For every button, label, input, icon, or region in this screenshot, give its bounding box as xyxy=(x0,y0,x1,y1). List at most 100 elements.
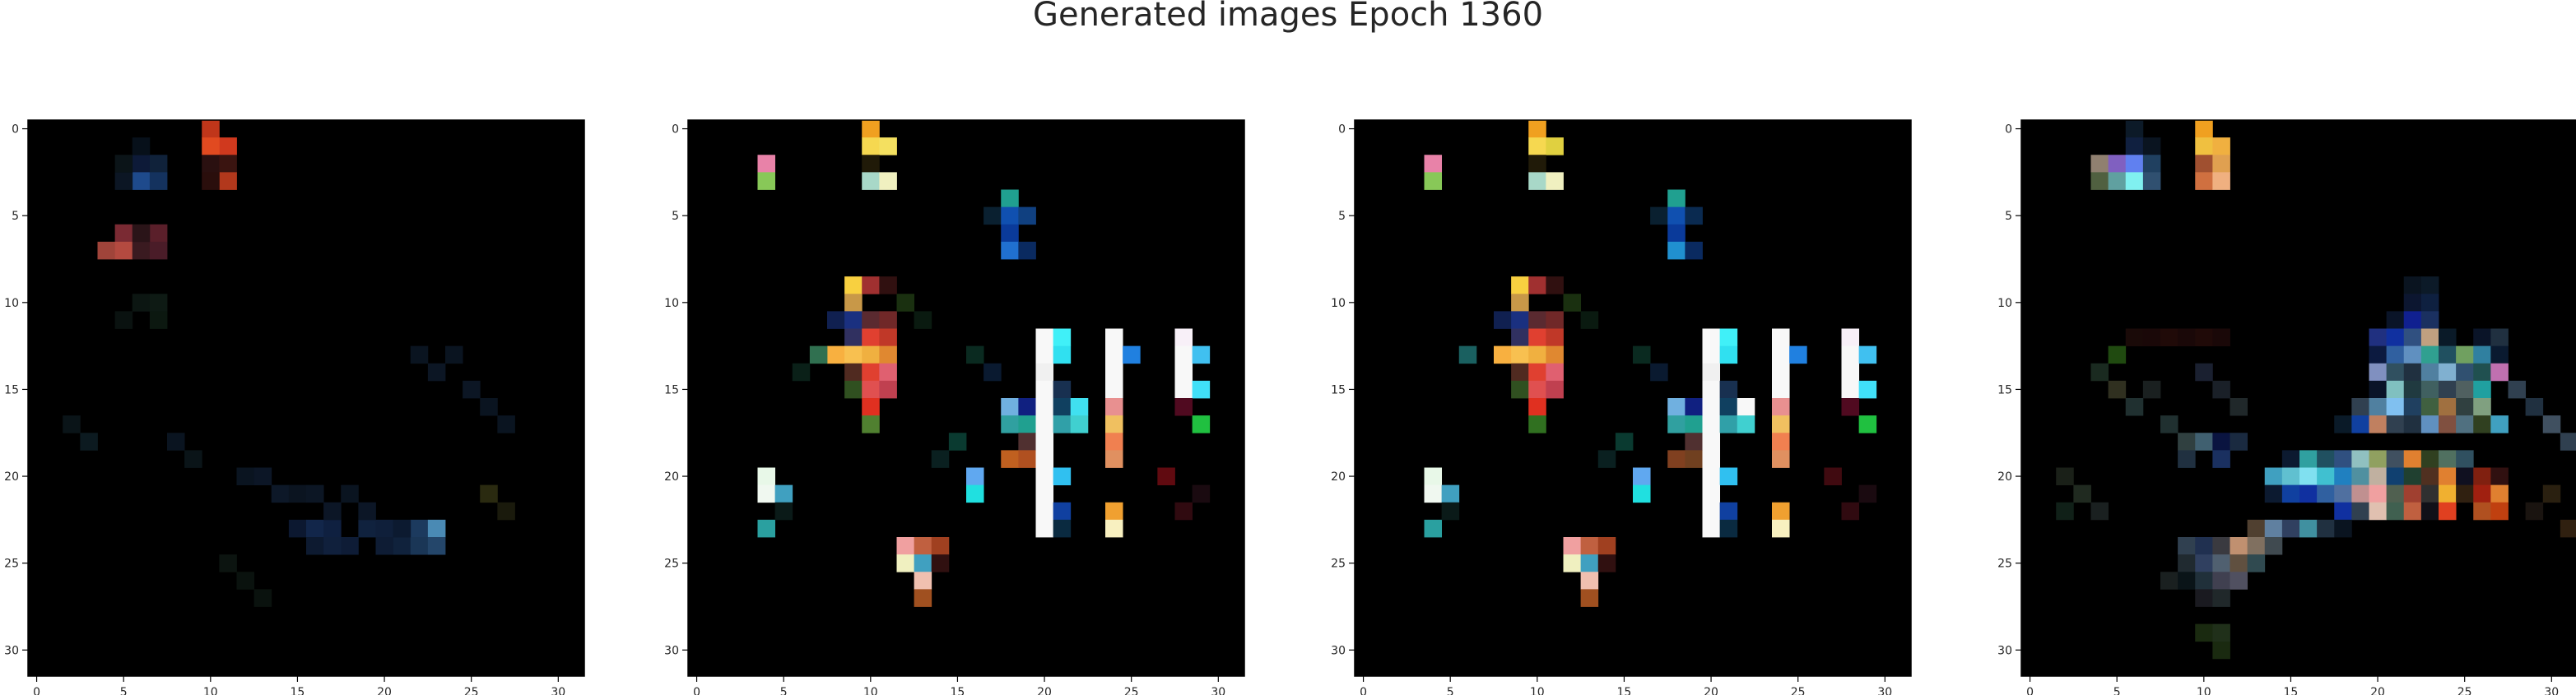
x-tick-label: 10 xyxy=(1530,686,1545,695)
image-pixel xyxy=(497,415,515,433)
image-pixel xyxy=(1702,415,1721,433)
panel-background xyxy=(1355,120,1911,676)
image-pixel xyxy=(1528,363,1546,382)
image-pixel xyxy=(2334,484,2352,503)
image-pixel xyxy=(1580,537,1599,555)
image-pixel xyxy=(2490,484,2509,503)
image-pixel xyxy=(1053,502,1072,521)
image-panel-3: 0 5 10 15 20 25 30 0 5 10 15 20 25 30 xyxy=(1331,119,1912,695)
image-pixel xyxy=(2369,363,2388,382)
image-pixel xyxy=(1702,380,1721,399)
image-pixel xyxy=(63,415,81,433)
image-pixel xyxy=(1546,137,1564,155)
image-pixel xyxy=(236,467,255,486)
image-pixel xyxy=(114,172,133,190)
image-pixel xyxy=(2386,328,2405,347)
image-pixel xyxy=(445,345,463,364)
x-tick-label: 30 xyxy=(1211,686,1225,695)
image-pixel xyxy=(2212,537,2230,555)
image-pixel xyxy=(1858,415,1877,433)
image-pixel xyxy=(879,328,897,347)
image-pixel xyxy=(879,345,897,364)
image-pixel xyxy=(2195,155,2213,173)
image-pixel xyxy=(219,137,237,155)
image-pixel xyxy=(1053,467,1072,486)
image-pixel xyxy=(1580,589,1599,607)
image-pixel xyxy=(931,537,950,555)
x-tick-label: 25 xyxy=(1791,686,1806,695)
y-tick-label: 30 xyxy=(664,644,679,657)
image-pixel xyxy=(2386,502,2405,521)
y-tick-label: 5 xyxy=(672,210,679,223)
image-pixel xyxy=(132,294,151,312)
image-pixel xyxy=(792,363,811,382)
image-pixel xyxy=(1858,484,1877,503)
image-pixel xyxy=(2281,450,2300,468)
image-pixel xyxy=(288,484,307,503)
image-pixel xyxy=(2178,328,2196,347)
image-pixel xyxy=(2351,502,2369,521)
image-pixel xyxy=(2403,502,2422,521)
image-pixel xyxy=(2473,415,2491,433)
image-pixel xyxy=(2386,345,2405,364)
image-pixel xyxy=(1597,537,1616,555)
image-pixel xyxy=(809,345,828,364)
image-pixel xyxy=(2420,415,2439,433)
image-pixel xyxy=(97,241,116,260)
image-pixel xyxy=(202,137,220,155)
image-pixel xyxy=(1719,502,1738,521)
image-pixel xyxy=(288,519,307,538)
image-pixel xyxy=(1105,502,1123,521)
image-pixel xyxy=(1667,224,1686,243)
x-tick-label: 15 xyxy=(951,686,965,695)
image-pixel xyxy=(2420,328,2439,347)
image-pixel xyxy=(1719,328,1738,347)
image-pixel xyxy=(1018,206,1036,225)
image-pixel xyxy=(2490,345,2509,364)
x-tick-label: 25 xyxy=(464,686,479,695)
image-pixel xyxy=(1494,311,1512,329)
image-pixel xyxy=(2212,380,2230,399)
image-pixel xyxy=(1528,155,1546,173)
image-pixel xyxy=(1070,398,1089,416)
panel-frame xyxy=(2020,119,2576,677)
y-tick-label: 0 xyxy=(2005,123,2012,137)
image-pixel xyxy=(2178,572,2196,590)
image-pixel xyxy=(1772,433,1790,451)
image-pixel xyxy=(463,380,481,399)
image-pixel xyxy=(2160,572,2178,590)
image-pixel xyxy=(1650,363,1668,382)
image-pixel xyxy=(1001,241,1019,260)
image-pixel xyxy=(375,537,394,555)
y-tick-label: 30 xyxy=(4,644,19,657)
image-pixel xyxy=(1685,450,1703,468)
image-pixel xyxy=(1563,554,1582,572)
image-pixel xyxy=(2560,519,2576,538)
image-pixel xyxy=(1441,502,1460,521)
image-pixel xyxy=(1035,502,1054,521)
image-pixel xyxy=(1511,380,1529,399)
image-pixel xyxy=(2351,484,2369,503)
y-tick-label: 0 xyxy=(672,123,679,137)
image-pixel xyxy=(1174,345,1193,364)
image-pixel xyxy=(2212,641,2230,660)
image-pixel xyxy=(1001,189,1019,208)
image-pixel xyxy=(427,519,446,538)
image-pixel xyxy=(2195,328,2213,347)
image-pixel xyxy=(1702,502,1721,521)
image-pixel xyxy=(1615,433,1634,451)
x-tick-label: 20 xyxy=(1704,686,1718,695)
image-pixel xyxy=(1580,554,1599,572)
image-pixel xyxy=(1528,415,1546,433)
image-pixel xyxy=(1105,519,1123,538)
x-tick-label: 25 xyxy=(1124,686,1139,695)
image-pixel xyxy=(2317,519,2335,538)
image-pixel xyxy=(1719,467,1738,486)
image-pixel xyxy=(879,311,897,329)
image-pixel xyxy=(896,554,915,572)
image-pixel xyxy=(114,155,133,173)
image-pixel xyxy=(2473,484,2491,503)
image-pixel xyxy=(2299,519,2318,538)
image-pixel xyxy=(2490,467,2509,486)
image-pixel xyxy=(1035,433,1054,451)
